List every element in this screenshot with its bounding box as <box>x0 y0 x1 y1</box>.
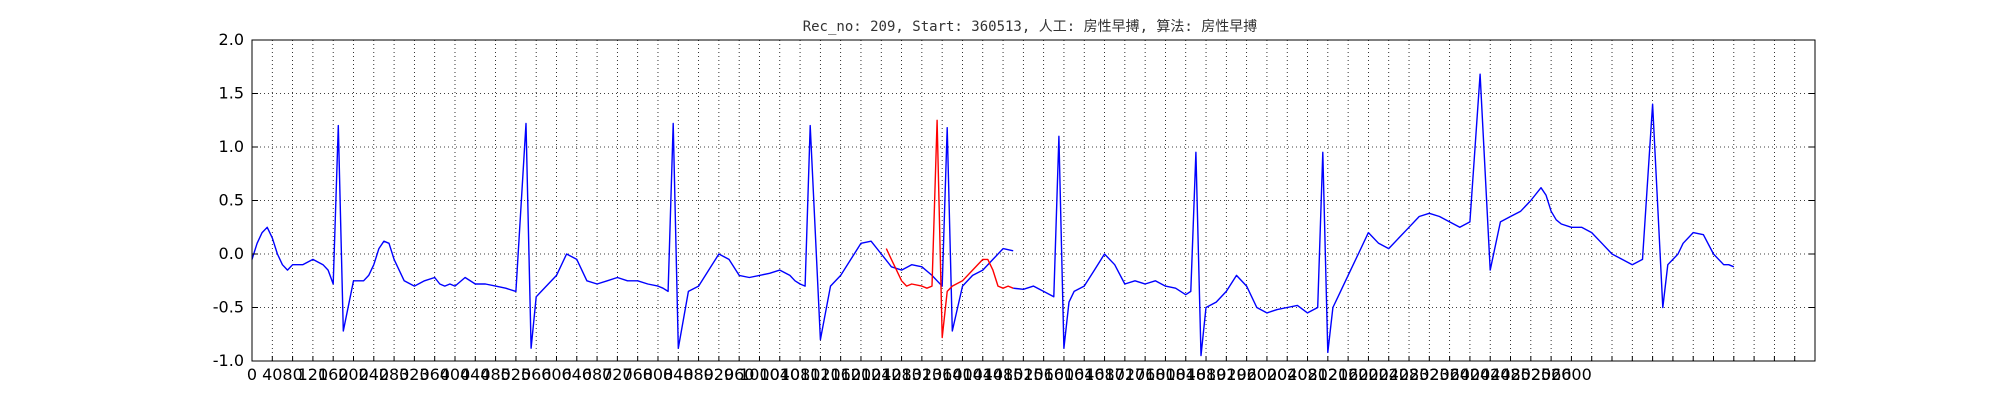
x-tick-label: 1680 <box>1084 365 1125 384</box>
x-tick-label: 2000 <box>1247 365 1288 384</box>
x-tick-label: 1440 <box>962 365 1003 384</box>
x-tick-label: 2160 <box>1328 365 1369 384</box>
grid-lines <box>251 39 1816 362</box>
x-tick-label: 280 <box>379 365 410 384</box>
x-tick-label: 80 <box>282 365 302 384</box>
x-tick-label: 1520 <box>1003 365 1044 384</box>
x-tick-label: 1640 <box>1064 365 1105 384</box>
ecg-flagged-beat-line <box>885 119 1014 339</box>
x-tick-label: 2600 <box>1551 365 1592 384</box>
x-tick-label: 1320 <box>901 365 942 384</box>
x-axis-ticks: 0 40 8012016020024028032036040044048052056… <box>247 356 1816 384</box>
x-tick-label: 0 <box>247 365 257 384</box>
chart-title: Rec_no: 209, Start: 360513, 人工: 房性早搏, 算法… <box>803 18 1258 35</box>
y-tick-label: -1.0 <box>213 351 244 370</box>
y-tick-label: 1.5 <box>219 84 244 103</box>
x-tick-label: 1000 <box>739 365 780 384</box>
x-tick-label: 2080 <box>1287 365 1328 384</box>
x-tick-label: 1600 <box>1044 365 1085 384</box>
x-tick-label: 640 <box>562 365 593 384</box>
x-tick-label: 880 <box>683 365 714 384</box>
x-tick-label: 1560 <box>1023 365 1064 384</box>
x-tick-label: 320 <box>399 365 430 384</box>
x-tick-label: 1120 <box>800 365 841 384</box>
x-tick-label: 1200 <box>841 365 882 384</box>
x-tick-label: 160 <box>318 365 349 384</box>
x-tick-label: 40 <box>262 365 282 384</box>
x-tick-label: 2040 <box>1267 365 1308 384</box>
x-tick-label: 2400 <box>1450 365 1491 384</box>
x-tick-label: 2520 <box>1510 365 1551 384</box>
x-tick-label: 1360 <box>922 365 963 384</box>
x-tick-label: 920 <box>704 365 735 384</box>
x-tick-label: 720 <box>602 365 633 384</box>
x-tick-label: 2480 <box>1490 365 1531 384</box>
x-tick-label: 560 <box>521 365 552 384</box>
x-tick-label: 1280 <box>881 365 922 384</box>
x-tick-label: 1880 <box>1186 365 1227 384</box>
x-tick-label: 2200 <box>1348 365 1389 384</box>
x-tick-label: 680 <box>582 365 613 384</box>
x-tick-label: 2360 <box>1429 365 1470 384</box>
x-tick-label: 1800 <box>1145 365 1186 384</box>
plot-series <box>251 73 1735 357</box>
x-tick-label: 360 <box>419 365 450 384</box>
y-axis-ticks: -1.0 -0.5 0.0 0.5 1.0 1.5 2.0 <box>213 30 1815 370</box>
x-tick-label: 440 <box>460 365 491 384</box>
x-tick-label: 2440 <box>1470 365 1511 384</box>
x-tick-label: 1480 <box>983 365 1024 384</box>
x-tick-label: 1080 <box>780 365 821 384</box>
x-tick-label: 400 <box>440 365 471 384</box>
x-tick-label: 1760 <box>1125 365 1166 384</box>
ecg-after-line <box>1013 73 1735 357</box>
y-tick-label: 1.0 <box>219 137 244 156</box>
x-tick-label: 800 <box>643 365 674 384</box>
x-tick-label: 2120 <box>1307 365 1348 384</box>
ecg-before-line <box>251 122 1014 349</box>
x-tick-label: 2560 <box>1531 365 1572 384</box>
x-tick-label: 960 <box>724 365 755 384</box>
x-tick-label: 1400 <box>942 365 983 384</box>
y-tick-label: 2.0 <box>219 30 244 49</box>
x-tick-label: 600 <box>541 365 572 384</box>
y-tick-label: 0.0 <box>219 244 244 263</box>
x-tick-label: 1720 <box>1104 365 1145 384</box>
x-tick-label: 2240 <box>1368 365 1409 384</box>
x-tick-label: 760 <box>622 365 653 384</box>
x-tick-label: 200 <box>338 365 369 384</box>
x-tick-label: 1160 <box>820 365 861 384</box>
x-tick-label: 2320 <box>1409 365 1450 384</box>
x-tick-label: 1040 <box>759 365 800 384</box>
x-tick-label: 1920 <box>1206 365 1247 384</box>
x-tick-label: 2280 <box>1389 365 1430 384</box>
x-tick-label: 840 <box>663 365 694 384</box>
x-tick-label: 1840 <box>1165 365 1206 384</box>
y-tick-label: -0.5 <box>213 298 244 317</box>
x-tick-label: 1240 <box>861 365 902 384</box>
x-tick-label: 240 <box>359 365 390 384</box>
x-tick-label: 1960 <box>1226 365 1267 384</box>
x-tick-label: 520 <box>501 365 532 384</box>
x-tick-label: 120 <box>298 365 329 384</box>
x-tick-label: 480 <box>480 365 511 384</box>
y-tick-label: 0.5 <box>219 191 244 210</box>
